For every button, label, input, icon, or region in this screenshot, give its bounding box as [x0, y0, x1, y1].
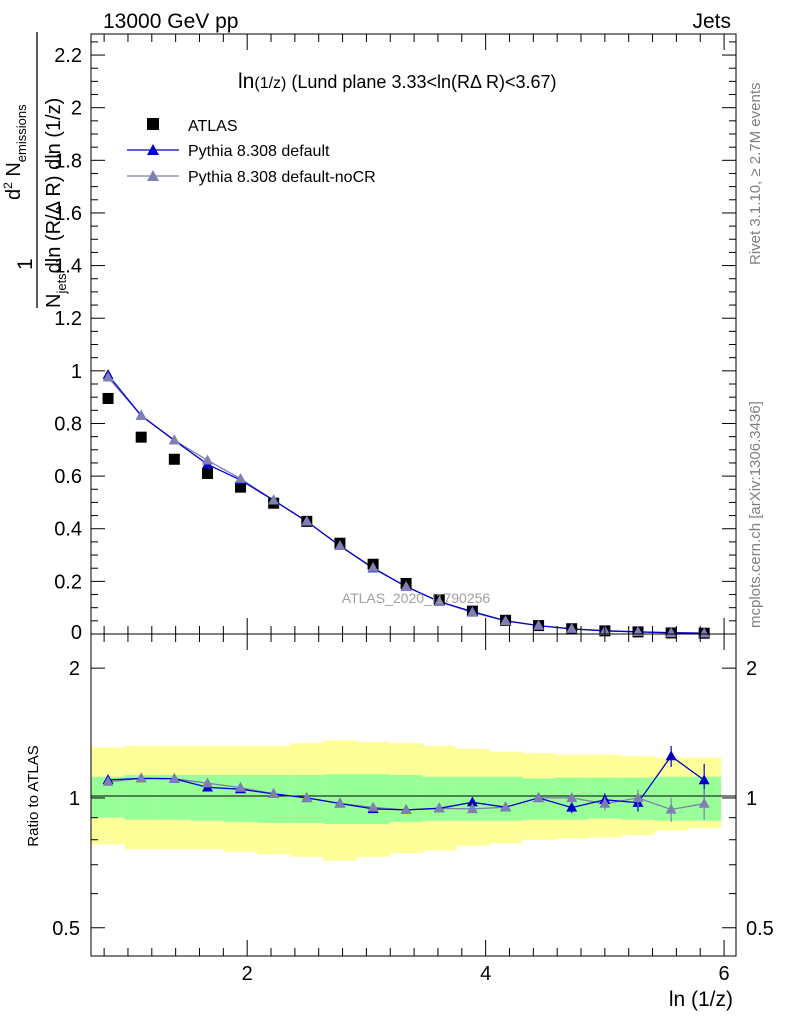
data-point-atlas [201, 467, 213, 479]
mcplots-label: mcplots.cern.ch [arXiv:1306.3436] [747, 401, 764, 628]
ratio-point-nocr [135, 772, 147, 783]
data-point-nocr [533, 619, 545, 630]
watermark: ATLAS_2020_I1790256 [342, 590, 491, 606]
y-tick-label: 1.2 [54, 308, 82, 330]
legend-label-nocr: Pythia 8.308 default-noCR [188, 169, 376, 186]
y-tick-label: 2 [71, 98, 82, 120]
data-point-nocr [301, 515, 313, 526]
y-tick-label: 0.6 [54, 466, 82, 488]
ratio-point-nocr [433, 802, 445, 813]
data-point-nocr [168, 434, 180, 445]
y-tick-label: 0.2 [54, 571, 82, 593]
header-right: Jets [692, 10, 731, 33]
ratio-point-nocr [102, 776, 114, 786]
ratio-point-nocr [168, 772, 180, 783]
svg-text:d2 Nemissions: d2 Nemissions [1, 104, 29, 200]
data-point-nocr [201, 454, 213, 465]
data-point-atlas [168, 453, 180, 465]
x-tick-label: 2 [242, 963, 253, 985]
ratio-y-tick-label: 2 [69, 658, 80, 680]
data-point-nocr [367, 561, 379, 572]
ratio-y-ticks: 0.5 0.5 1 1 2 2 [52, 658, 774, 940]
data-point-nocr [566, 622, 578, 633]
ratio-point-nocr [201, 777, 213, 788]
data-point-nocr [433, 595, 445, 606]
ratio-point-nocr [665, 803, 677, 814]
ratio-point-nocr [400, 804, 412, 815]
ratio-y-tick-label-right: 0.5 [746, 918, 774, 940]
legend: ATLAS Pythia 8.308 default Pythia 8.308 … [127, 118, 376, 186]
band-inner [389, 775, 424, 822]
ratio-point-nocr [599, 797, 611, 808]
ratio-point-default [466, 796, 478, 807]
ratio-point-nocr [235, 781, 247, 792]
ratio-point-nocr [334, 797, 346, 808]
ratio-point-nocr [632, 792, 644, 803]
ratio-y-tick-label: 0.5 [52, 918, 80, 940]
data-point-nocr [102, 371, 114, 382]
x-ticks: 2 4 6 [103, 34, 730, 985]
header-left: 13000 GeV pp [103, 10, 238, 33]
band-inner [422, 776, 457, 821]
data-point-atlas [102, 392, 114, 404]
rivet-label: Rivet 3.1.10, ≥ 2.7M events [747, 83, 764, 266]
x-tick-label: 4 [480, 963, 491, 985]
svg-text:Njetsdln (R/Δ R) dln (1/z): Njetsdln (R/Δ R) dln (1/z) [43, 98, 69, 308]
data-point-nocr [466, 606, 478, 617]
y-tick-label: 0.4 [54, 519, 82, 541]
data-point-nocr [665, 627, 677, 638]
ratio-series-points [102, 745, 710, 822]
ratio-point-nocr [533, 792, 545, 803]
legend-marker-atlas [147, 118, 159, 130]
legend-marker-default [147, 144, 159, 155]
ratio-point-nocr [301, 792, 313, 803]
data-point-nocr [334, 540, 346, 550]
svg-text:1: 1 [14, 258, 37, 270]
data-point-nocr [500, 615, 512, 625]
main-y-axis-label: 1 d2 Nemissions Njetsdln (R/Δ R) dln (1/… [1, 32, 69, 308]
x-tick-label: 6 [719, 963, 730, 985]
ratio-point-nocr [367, 801, 379, 812]
ratio-point-default [665, 750, 677, 761]
band-inner [257, 775, 291, 823]
data-point-nocr [400, 580, 412, 591]
data-point-atlas [135, 431, 147, 443]
band-inner [488, 776, 523, 821]
y-tick-label: 1.8 [54, 150, 82, 172]
y-tick-label: 2.2 [54, 45, 82, 67]
ratio-y-tick-label: 1 [69, 788, 80, 810]
ratio-point-nocr [566, 792, 578, 803]
ratio-point-nocr [500, 801, 512, 812]
ratio-point-nocr [698, 797, 710, 808]
main-title: ln(1/z) (Lund plane 3.33<ln(RΔ R)<3.67) [238, 70, 557, 93]
ratio-frame [90, 633, 737, 957]
band-inner [223, 775, 258, 822]
legend-marker-nocr [147, 170, 159, 181]
y-tick-label: 1 [71, 361, 82, 383]
ratio-y-axis-label: Ratio to ATLAS [25, 745, 42, 846]
y-tick-label: 0.8 [54, 413, 82, 435]
x-axis-label: ln (1/z) [669, 988, 733, 1011]
ratio-y-tick-label-right: 2 [746, 658, 757, 680]
band-inner [356, 774, 391, 825]
y-tick-label: 0 [71, 622, 82, 644]
data-point-nocr [698, 627, 710, 638]
data-point-nocr [235, 472, 247, 483]
main-y-ticks: 0.2 0.4 0.6 0.8 1 1.2 1.4 1.6 1.8 2 2.2 0 [54, 41, 736, 644]
data-point-nocr [268, 494, 280, 505]
data-point-atlas [235, 481, 247, 493]
y-tick-label: 1.6 [54, 203, 82, 225]
legend-label-atlas: ATLAS [188, 118, 238, 135]
ratio-point-nocr [268, 788, 280, 798]
y-tick-label: 1.4 [54, 256, 82, 278]
ratio-uncertainty-bands [91, 740, 722, 861]
data-point-nocr [135, 409, 147, 420]
ratio-y-tick-label-right: 1 [746, 788, 757, 810]
ratio-point-default [566, 801, 578, 812]
ratio-point-nocr [466, 803, 478, 814]
ratio-point-default [698, 774, 710, 785]
legend-label-default: Pythia 8.308 default [188, 143, 330, 160]
